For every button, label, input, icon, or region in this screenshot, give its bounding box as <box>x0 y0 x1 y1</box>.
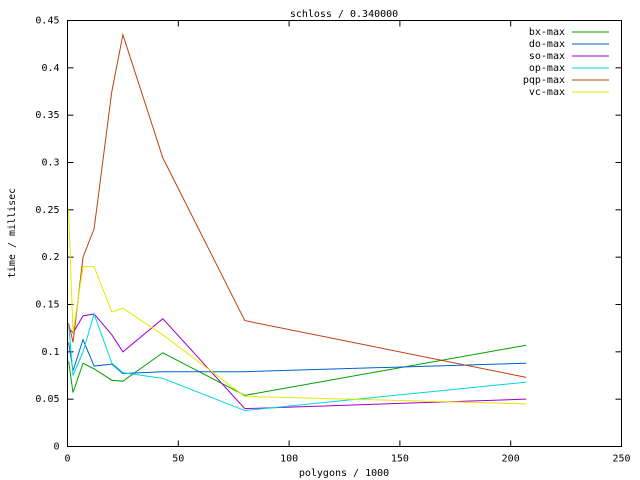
legend-label: op-max <box>529 63 565 74</box>
legend-label: vc-max <box>529 87 565 98</box>
x-tick-label: 200 <box>502 454 520 465</box>
plot-frame <box>67 20 622 447</box>
y-tick-label: 0.4 <box>41 63 59 74</box>
legend-label: do-max <box>529 39 565 50</box>
legend-label: bx-max <box>529 27 565 38</box>
chart-title: schloss / 0.340000 <box>290 9 398 20</box>
y-tick-label: 0.1 <box>41 347 59 358</box>
y-tick-label: 0.3 <box>41 158 59 169</box>
x-axis-label: polygons / 1000 <box>299 468 389 479</box>
y-tick-label: 0.15 <box>35 300 59 311</box>
legend-label: so-max <box>529 51 565 62</box>
x-tick-label: 0 <box>64 454 70 465</box>
series-line <box>68 312 527 412</box>
series-line <box>68 338 527 375</box>
legend-label: pqp-max <box>523 75 565 86</box>
x-tick-label: 50 <box>172 454 184 465</box>
x-tick-label: 100 <box>280 454 298 465</box>
y-tick-label: 0.2 <box>41 252 59 263</box>
series-line <box>68 32 527 378</box>
y-tick-label: 0.45 <box>35 16 59 27</box>
series-line <box>68 209 527 405</box>
y-tick-label: 0 <box>53 442 59 453</box>
series-line <box>68 344 527 396</box>
y-tick-label: 0.35 <box>35 110 59 121</box>
series-line <box>68 313 527 410</box>
y-tick-label: 0.05 <box>35 394 59 405</box>
y-axis-label: time / millisec <box>7 188 18 278</box>
x-tick-label: 250 <box>612 454 630 465</box>
x-tick-label: 150 <box>391 454 409 465</box>
y-tick-label: 0.25 <box>35 205 59 216</box>
